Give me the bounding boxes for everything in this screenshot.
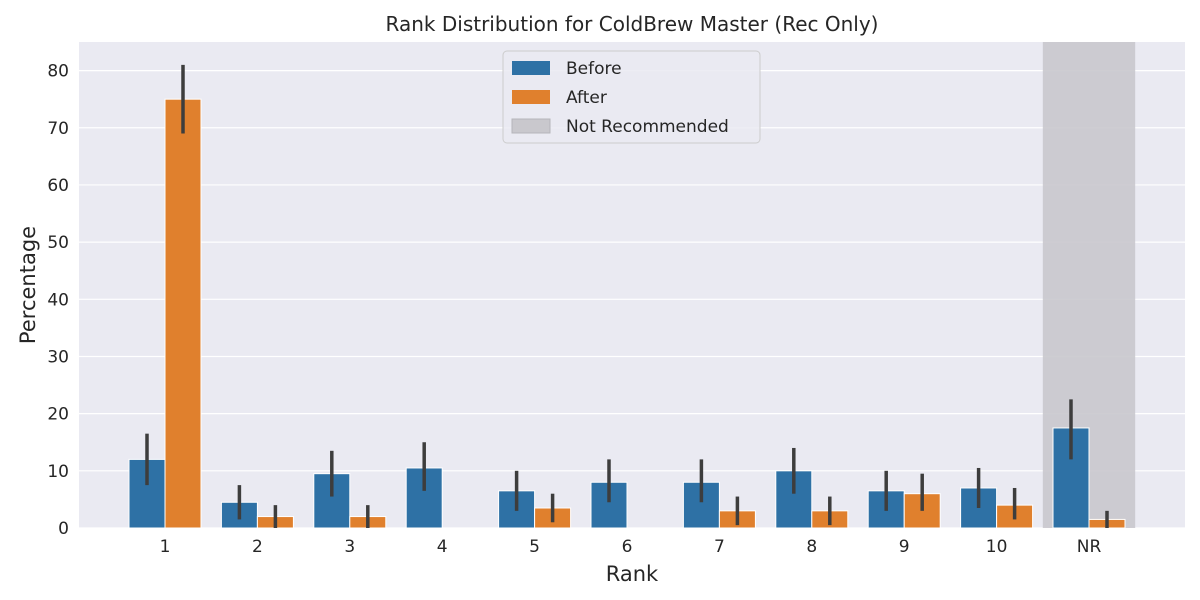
legend-box [502, 50, 761, 144]
x-tick-label: 1 [160, 537, 171, 557]
x-tick-label: 3 [344, 537, 355, 557]
legend-label-after: After [566, 88, 607, 108]
chart-title: Rank Distribution for ColdBrew Master (R… [386, 12, 879, 36]
y-axis-ticks: 0 10 20 30 40 50 60 70 80 [47, 62, 69, 539]
y-tick-label: 10 [47, 462, 69, 482]
x-tick-label: 9 [899, 537, 910, 557]
y-tick-label: 20 [47, 405, 69, 425]
y-tick-label: 30 [47, 347, 69, 367]
y-tick-label: 60 [47, 176, 69, 196]
x-tick-label: 7 [714, 537, 725, 557]
y-axis-label: Percentage [16, 226, 40, 344]
bar-after-1 [164, 98, 202, 529]
x-tick-label: 4 [437, 537, 448, 557]
x-tick-label: 5 [529, 537, 540, 557]
legend-swatch-after [512, 90, 550, 104]
x-tick-label: NR [1077, 537, 1102, 557]
y-tick-label: 0 [58, 519, 69, 539]
y-tick-label: 40 [47, 290, 69, 310]
x-axis-ticks: 1 2 3 4 5 6 7 8 9 10 NR [160, 537, 1102, 557]
legend-swatch-before [512, 61, 550, 75]
x-axis-label: Rank [606, 562, 659, 586]
y-tick-label: 50 [47, 233, 69, 253]
x-tick-label: 8 [806, 537, 817, 557]
y-tick-label: 70 [47, 119, 69, 139]
error-bars [145, 64, 1109, 528]
legend-label-before: Before [566, 59, 622, 79]
x-tick-label: 10 [986, 537, 1008, 557]
y-tick-label: 80 [47, 62, 69, 82]
legend: Before After Not Recommended [502, 50, 761, 144]
x-tick-label: 6 [622, 537, 633, 557]
legend-label-not-recommended: Not Recommended [566, 117, 729, 137]
legend-swatch-not-recommended [511, 118, 551, 134]
x-tick-label: 2 [252, 537, 263, 557]
